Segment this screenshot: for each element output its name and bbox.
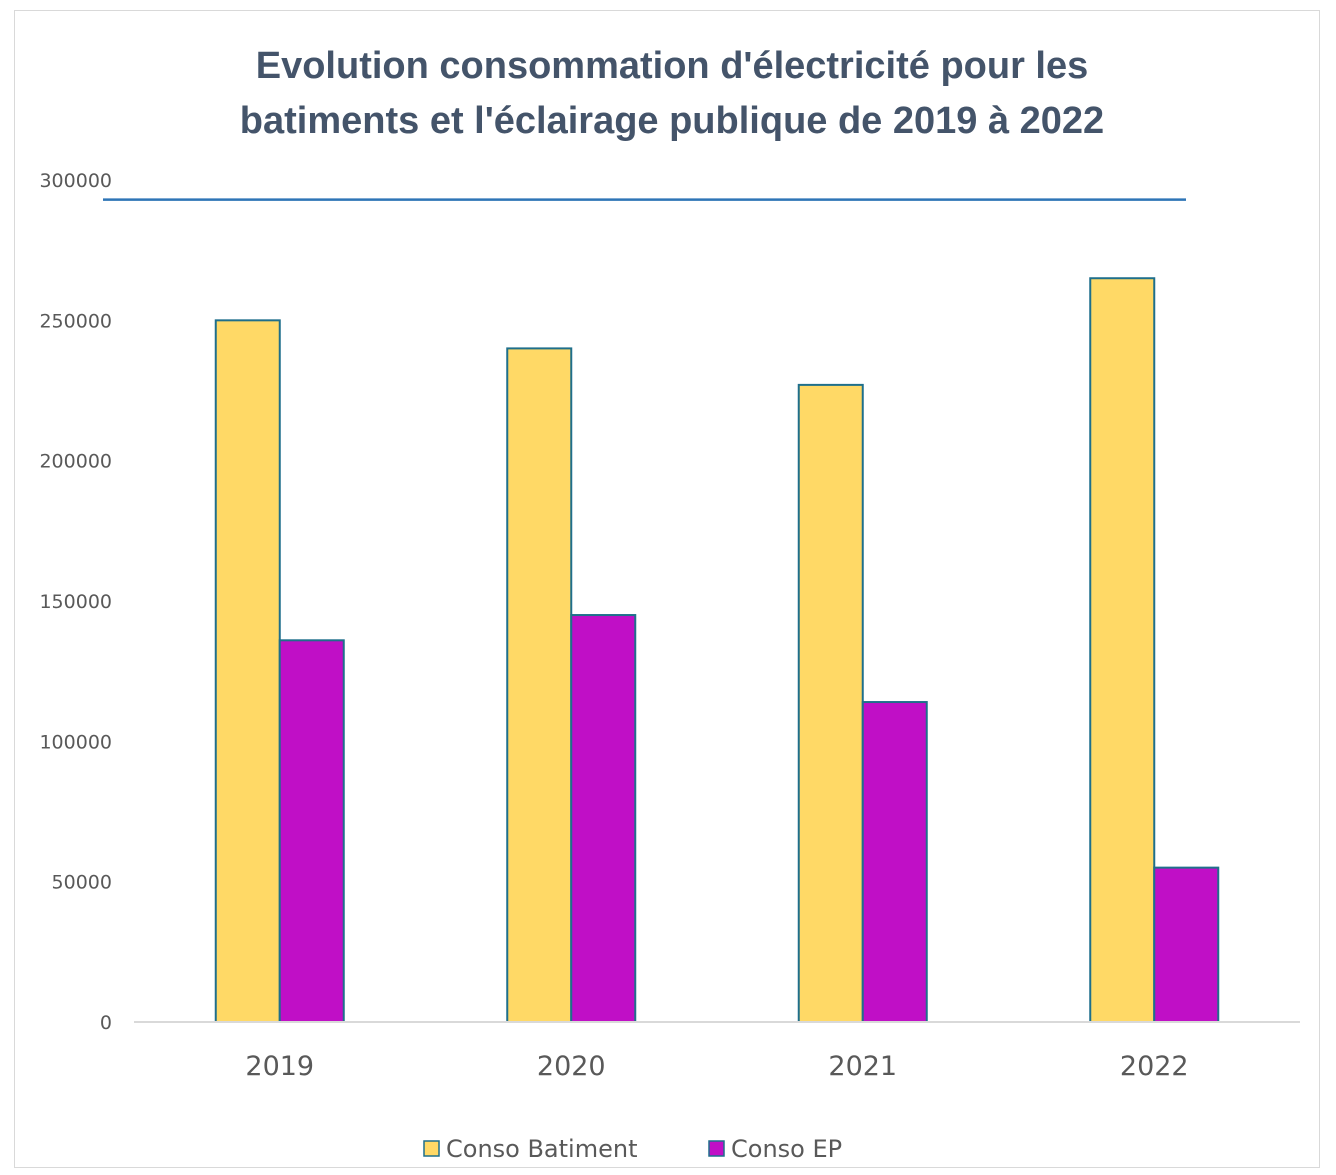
x-axis-ticks: 2019 2020 2021 2022 xyxy=(245,1051,1188,1082)
y-tick-label: 250000 xyxy=(39,310,112,332)
y-tick-label: 300000 xyxy=(39,170,112,192)
bar-conso-ep-2021 xyxy=(861,701,928,1023)
legend-label: Conso EP xyxy=(731,1135,842,1163)
bar-conso-ep-2019 xyxy=(278,639,345,1023)
y-tick-label: 200000 xyxy=(39,451,112,473)
legend-swatch xyxy=(423,1140,440,1157)
bar-conso-ep-2022 xyxy=(1153,866,1220,1024)
bar-conso-ep-2020 xyxy=(570,614,637,1023)
chart-title-line-2: batiments et l'éclairage publique de 201… xyxy=(240,100,1104,142)
y-tick-label: 150000 xyxy=(39,591,112,613)
y-tick-label: 100000 xyxy=(39,731,112,753)
y-tick-label: 50000 xyxy=(52,872,112,894)
y-tick-label: 0 xyxy=(100,1012,112,1034)
bar-conso-batiment-2021 xyxy=(797,383,864,1023)
x-tick-label: 2021 xyxy=(828,1051,897,1082)
y-axis-ticks: 0 50000 100000 150000 200000 250000 300000 xyxy=(39,170,1186,1034)
bar-conso-batiment-2022 xyxy=(1089,277,1156,1023)
bar-conso-batiment-2019 xyxy=(214,319,281,1024)
x-tick-label: 2022 xyxy=(1120,1051,1189,1082)
chart-title-line-1: Evolution consommation d'électricité pou… xyxy=(256,45,1089,87)
legend-swatch xyxy=(708,1140,725,1157)
x-tick-label: 2019 xyxy=(245,1051,314,1082)
bars-group xyxy=(134,277,1300,1024)
bar-conso-batiment-2020 xyxy=(506,347,573,1023)
x-tick-label: 2020 xyxy=(537,1051,606,1082)
legend-label: Conso Batiment xyxy=(446,1135,637,1163)
legend: Conso Batiment Conso EP xyxy=(423,1135,842,1163)
